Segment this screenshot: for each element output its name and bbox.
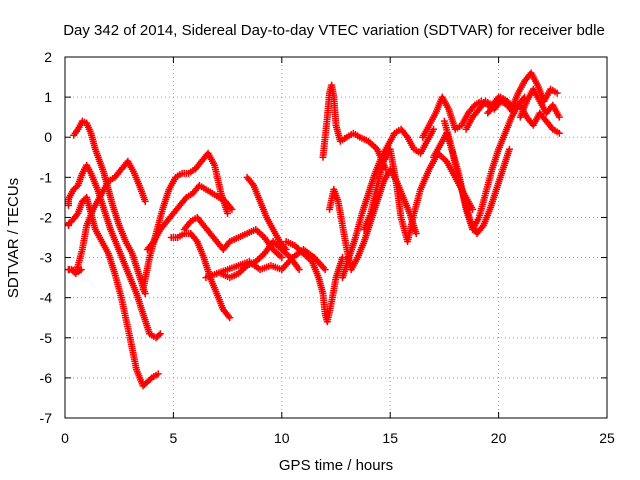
series-track-11 xyxy=(217,238,303,282)
x-tick-label: 10 xyxy=(274,430,290,446)
series-track-9 xyxy=(180,213,286,262)
data-point xyxy=(146,375,154,383)
y-tick-label: -6 xyxy=(40,370,53,386)
tick-labels: 0 5 10 15 20 25 -7 -6 -5 -4 -3 -2 -1 0 1 2 xyxy=(40,49,615,446)
y-tick-label: 1 xyxy=(44,89,52,105)
series-track-23 xyxy=(516,85,563,121)
data-point xyxy=(555,129,563,137)
data-point xyxy=(321,266,329,274)
series-track-13 xyxy=(282,238,347,326)
data-point xyxy=(155,331,163,339)
data-point xyxy=(339,254,347,262)
y-tick-label: -4 xyxy=(40,290,53,306)
series-track-16 xyxy=(339,125,438,282)
y-tick-label: -2 xyxy=(40,209,53,225)
x-tick-label: 15 xyxy=(382,430,398,446)
data-point xyxy=(282,246,290,254)
series-track-5 xyxy=(68,157,149,278)
data-point xyxy=(553,89,561,97)
x-tick-label: 0 xyxy=(61,430,69,446)
x-tick-label: 5 xyxy=(170,430,178,446)
y-tick-label: 0 xyxy=(44,129,52,145)
series-track-7 xyxy=(143,181,236,254)
data-point xyxy=(228,205,236,213)
data-point xyxy=(224,209,232,217)
data-point xyxy=(295,266,303,274)
data-point xyxy=(156,330,164,338)
x-tick-label: 20 xyxy=(491,430,507,446)
y-tick-label: -5 xyxy=(40,330,53,346)
y-tick-label: 2 xyxy=(44,49,52,65)
x-axis-label: GPS time / hours xyxy=(279,457,393,474)
y-tick-label: -3 xyxy=(40,250,53,266)
data-point xyxy=(141,290,149,298)
y-tick-label: -7 xyxy=(40,410,53,426)
data-point xyxy=(412,229,420,237)
y-tick-label: -1 xyxy=(40,169,53,185)
data-point xyxy=(505,145,513,153)
series-track-20 xyxy=(440,117,513,237)
data-point xyxy=(430,125,438,133)
plot-frame xyxy=(64,56,608,419)
data-point xyxy=(226,314,234,322)
y-axis-label: SDTVAR / TECUs xyxy=(5,178,22,298)
data-point xyxy=(154,370,162,378)
chart-title: Day 342 of 2014, Sidereal Day-to-day VTE… xyxy=(63,22,605,39)
x-tick-label: 25 xyxy=(599,430,615,446)
series-track-22 xyxy=(484,93,563,137)
data-point xyxy=(278,254,286,262)
data-points xyxy=(65,69,563,390)
data-point xyxy=(141,197,149,205)
series-track-12 xyxy=(243,173,290,254)
series-track-17 xyxy=(360,145,477,246)
data-point xyxy=(555,113,563,121)
data-point xyxy=(469,205,477,213)
